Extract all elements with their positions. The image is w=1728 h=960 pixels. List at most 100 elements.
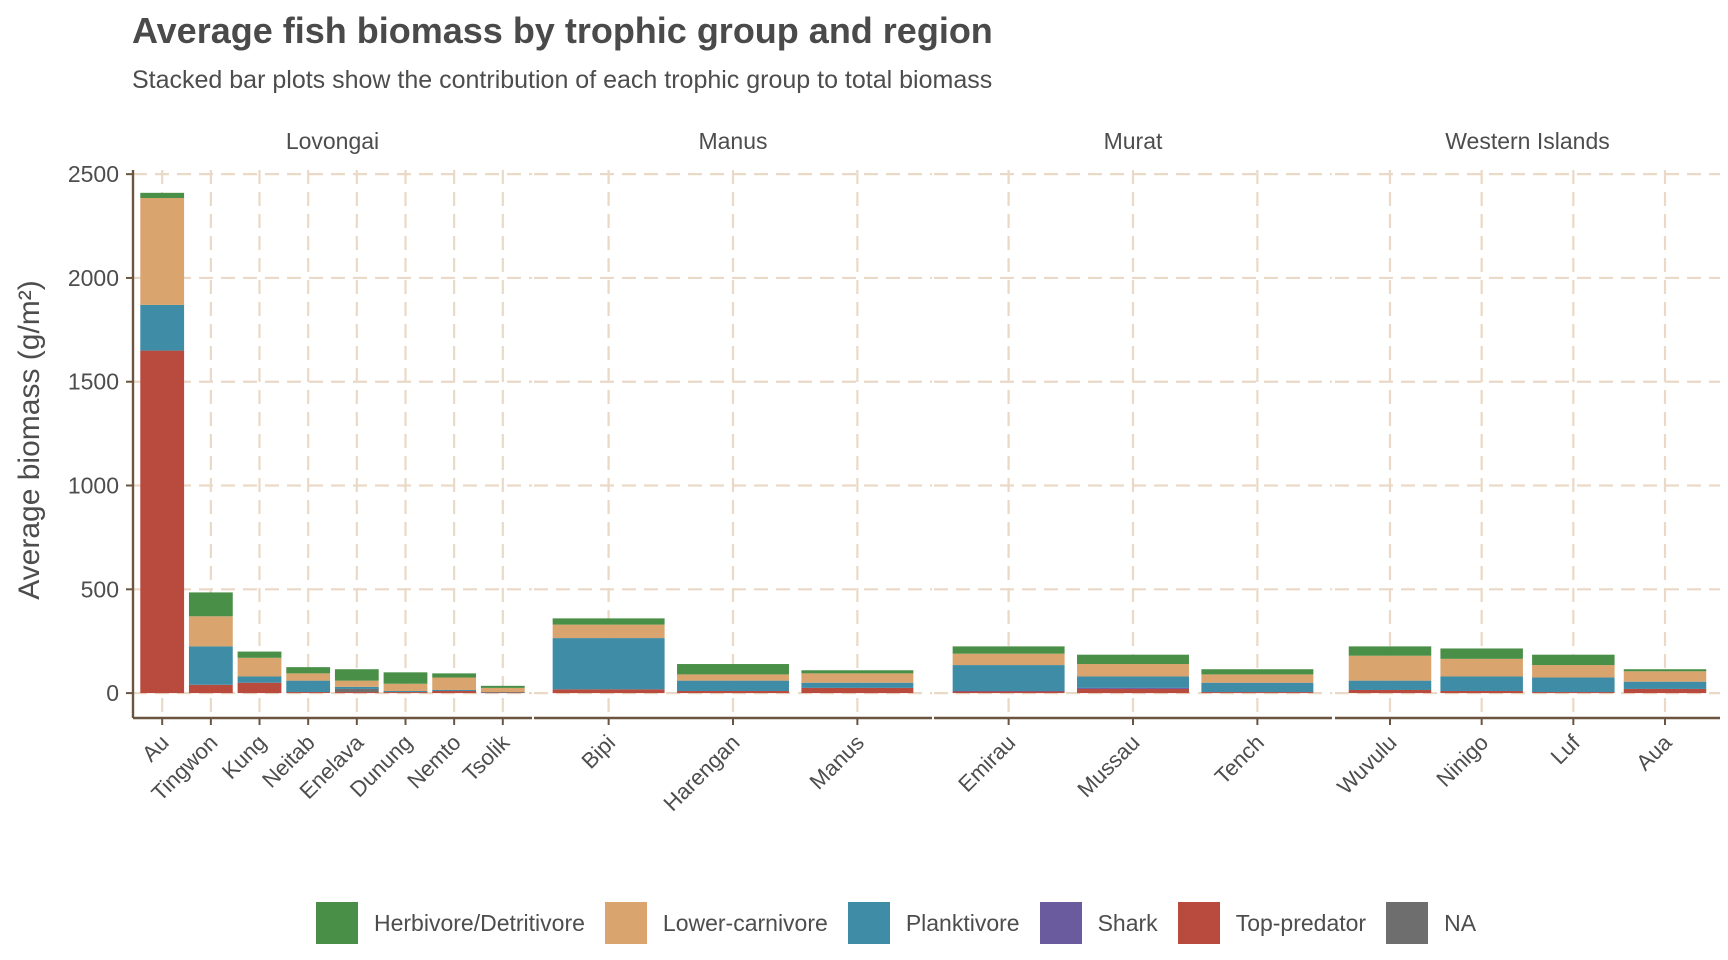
bar-segment xyxy=(952,653,1065,666)
bar-segment xyxy=(140,350,185,694)
bar-segment xyxy=(383,683,428,692)
bar-segment xyxy=(952,665,1065,692)
y-tick-label: 0 xyxy=(106,680,119,706)
bar-segment xyxy=(952,691,1065,692)
bar-segment xyxy=(334,680,379,687)
legend-item: Herbivore/Detritivore xyxy=(316,902,585,944)
x-tick-label: Nemto xyxy=(402,730,465,793)
x-tick-label: Manus xyxy=(805,730,869,794)
bar-segment xyxy=(140,192,185,199)
bar-segment xyxy=(286,673,331,681)
legend-label: Planktivore xyxy=(905,909,1020,936)
bar-segment xyxy=(1623,688,1707,694)
bar-segment xyxy=(1348,680,1432,690)
legend-label: Herbivore/Detritivore xyxy=(374,909,585,936)
y-tick-label: 2000 xyxy=(68,265,119,291)
y-tick-label: 1500 xyxy=(68,369,119,395)
bar-segment xyxy=(480,687,525,693)
bar-segment xyxy=(188,616,233,647)
bar-segment xyxy=(1077,676,1189,688)
bar-segment xyxy=(1201,682,1314,693)
chart-title: Average fish biomass by trophic group an… xyxy=(132,10,993,51)
legend-label: Shark xyxy=(1097,909,1158,936)
bar-segment xyxy=(383,691,428,693)
bar-segment xyxy=(1440,691,1523,694)
bar-segment xyxy=(286,680,331,693)
bar-segment xyxy=(1532,677,1615,693)
legend: Herbivore/Detritivore Lower-carnivore Plan… xyxy=(316,902,1496,944)
bar-segment xyxy=(1532,692,1615,694)
bar-segment xyxy=(552,618,665,625)
bar-segment xyxy=(1077,687,1189,689)
x-tick-label: Emirau xyxy=(953,730,1020,797)
y-tick-label: 1000 xyxy=(68,473,119,499)
x-tick-label: Au xyxy=(137,730,174,767)
bar-segment xyxy=(286,667,331,674)
bar-segment xyxy=(1077,664,1189,677)
bar-segment xyxy=(1201,692,1314,694)
bar-segment xyxy=(1623,671,1707,682)
chart-subtitle: Stacked bar plots show the contribution … xyxy=(132,66,993,94)
bar-segment xyxy=(432,691,477,694)
bar-segment xyxy=(383,692,428,694)
x-tick-label: Tsolik xyxy=(458,729,515,786)
bar-segment xyxy=(677,674,789,681)
legend-swatch xyxy=(1177,902,1220,944)
x-tick-label: Ninigo xyxy=(1431,730,1493,792)
bar-segment xyxy=(480,692,525,693)
bar-segment xyxy=(140,198,185,305)
legend-label: NA xyxy=(1444,909,1477,936)
bar-segment xyxy=(237,682,282,694)
bar-segment xyxy=(480,685,525,688)
bar-segment xyxy=(1201,674,1314,683)
legend-item: Shark xyxy=(1039,902,1158,944)
x-tick-label: Bipi xyxy=(577,730,621,774)
bar-segment xyxy=(952,646,1065,654)
bar-segment xyxy=(188,592,233,617)
bar-segment xyxy=(237,676,282,683)
legend-item: Lower-carnivore xyxy=(604,902,828,944)
bar-segment xyxy=(1623,669,1707,672)
stacked-bar-chart: LovongaiAuTingwonKungNeitabEnelavaDunung… xyxy=(68,128,1720,816)
facet-label-1: Manus xyxy=(698,128,767,154)
legend-label: Top-predator xyxy=(1235,909,1367,936)
bar-segment xyxy=(1440,676,1523,692)
bar-segment xyxy=(1348,655,1432,681)
bar-segment xyxy=(237,651,282,658)
legend-swatch xyxy=(847,902,890,944)
bar-segment xyxy=(552,624,665,639)
legend-item: Top-predator xyxy=(1177,902,1367,944)
bar-segment xyxy=(480,692,525,694)
legend-label: Lower-carnivore xyxy=(662,909,828,936)
bar-segment xyxy=(1532,654,1615,666)
bar-segment xyxy=(677,664,789,675)
bar-segment xyxy=(140,304,185,351)
x-tick-label: Aua xyxy=(1631,729,1677,775)
facet-label-3: Western Islands xyxy=(1445,128,1609,154)
bar-segment xyxy=(1077,688,1189,694)
x-tick-label: Tench xyxy=(1210,730,1269,789)
bar-segment xyxy=(1440,648,1523,659)
bar-segment xyxy=(432,677,477,690)
bar-segment xyxy=(237,657,282,677)
bar-segment xyxy=(1623,681,1707,689)
legend-item: Planktivore xyxy=(847,902,1020,944)
y-tick-label: 500 xyxy=(81,576,119,602)
bar-segment xyxy=(286,692,331,694)
bar-segment xyxy=(1348,689,1432,694)
bar-segment xyxy=(334,669,379,681)
bar-segment xyxy=(188,646,233,685)
bar-segment xyxy=(552,638,665,690)
x-tick-label: Wuvulu xyxy=(1332,730,1401,799)
bar-segment xyxy=(677,691,789,694)
bar-segment xyxy=(801,670,914,674)
bar-segment xyxy=(334,688,379,693)
y-tick-label: 2500 xyxy=(68,161,119,187)
x-tick-label: Harengan xyxy=(659,730,745,816)
bar-segment xyxy=(188,684,233,694)
bar-segment xyxy=(677,680,789,692)
facet-label-0: Lovongai xyxy=(286,128,379,154)
facet-label-2: Murat xyxy=(1104,128,1163,154)
bar-segment xyxy=(432,689,477,692)
bar-segment xyxy=(383,672,428,684)
